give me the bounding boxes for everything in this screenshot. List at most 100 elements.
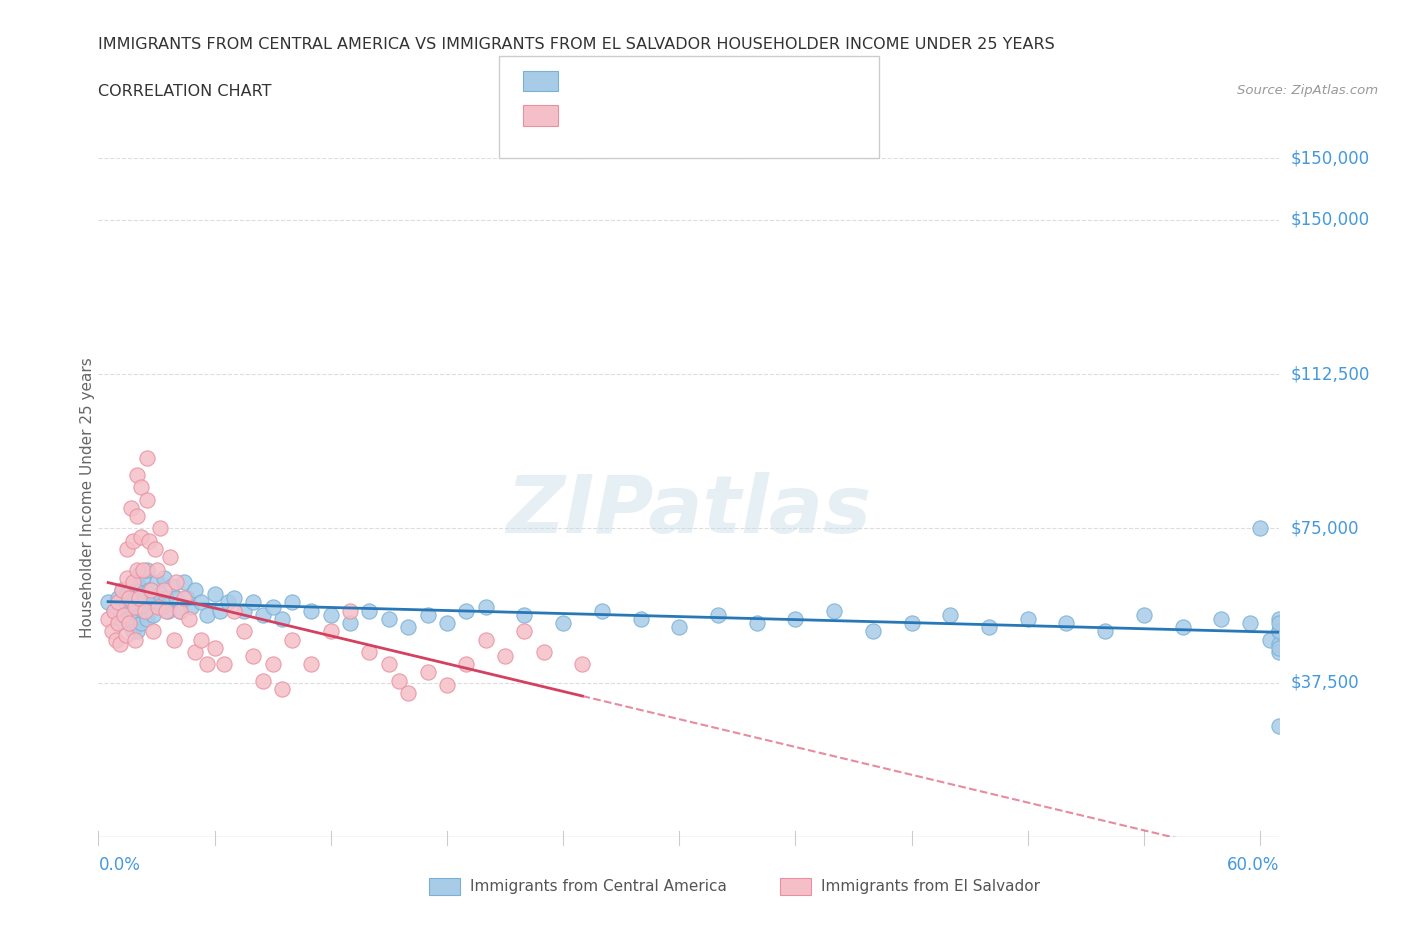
Point	[456, 657, 478, 671]
Point	[135, 492, 157, 507]
Text: ZIPatlas: ZIPatlas	[506, 472, 872, 551]
Point	[134, 604, 156, 618]
Point	[145, 575, 167, 590]
Point	[132, 570, 155, 585]
Point	[114, 628, 136, 643]
Point	[97, 612, 120, 627]
Point	[1133, 607, 1156, 622]
Point	[1017, 612, 1039, 627]
Point	[1268, 640, 1291, 655]
Point	[118, 616, 141, 631]
Point	[217, 595, 239, 610]
Point	[128, 566, 150, 581]
Point	[138, 583, 160, 598]
Point	[129, 480, 152, 495]
Point	[169, 604, 191, 618]
Point	[180, 599, 202, 614]
Point	[118, 595, 141, 610]
Point	[630, 612, 652, 627]
Point	[319, 607, 342, 622]
Point	[232, 624, 254, 639]
Point	[163, 632, 186, 647]
Point	[1056, 616, 1078, 631]
Point	[533, 644, 555, 659]
Point	[416, 665, 439, 680]
Point	[107, 595, 129, 610]
Point	[135, 612, 157, 627]
Point	[149, 521, 172, 536]
Point	[139, 583, 162, 598]
Point	[474, 599, 496, 614]
Point	[204, 640, 226, 655]
Point	[1268, 624, 1291, 639]
Point	[153, 583, 176, 598]
Point	[436, 616, 458, 631]
Point	[118, 591, 141, 605]
Point	[111, 583, 134, 598]
Point	[108, 636, 131, 651]
Point	[127, 624, 149, 639]
Point	[107, 616, 129, 631]
Point	[179, 612, 201, 627]
Point	[456, 604, 478, 618]
Point	[252, 673, 274, 688]
Point	[1268, 612, 1291, 627]
Point	[396, 685, 419, 700]
Point	[823, 604, 845, 618]
Point	[127, 599, 149, 614]
Point	[155, 591, 177, 605]
Text: IMMIGRANTS FROM CENTRAL AMERICA VS IMMIGRANTS FROM EL SALVADOR HOUSEHOLDER INCOM: IMMIGRANTS FROM CENTRAL AMERICA VS IMMIG…	[98, 37, 1054, 52]
Point	[112, 607, 135, 622]
Point	[157, 604, 180, 618]
Point	[1094, 624, 1116, 639]
Point	[153, 570, 176, 585]
Point	[378, 657, 401, 671]
Point	[129, 616, 152, 631]
Text: $37,500: $37,500	[1291, 673, 1360, 692]
Point	[173, 591, 195, 605]
Point	[378, 612, 401, 627]
Point	[299, 657, 322, 671]
Point	[387, 673, 409, 688]
Point	[165, 591, 187, 605]
Y-axis label: Householder Income Under 25 years: Householder Income Under 25 years	[80, 357, 94, 638]
Point	[107, 616, 129, 631]
Point	[359, 604, 381, 618]
Point	[155, 604, 177, 618]
Point	[222, 591, 245, 605]
Point	[149, 587, 172, 602]
Point	[262, 657, 284, 671]
Point	[1268, 624, 1291, 639]
Point	[114, 599, 136, 614]
Point	[129, 529, 152, 544]
Point	[939, 607, 962, 622]
Point	[745, 616, 768, 631]
Text: Source: ZipAtlas.com: Source: ZipAtlas.com	[1237, 84, 1378, 97]
Point	[117, 541, 139, 556]
Point	[252, 607, 274, 622]
Point	[122, 604, 145, 618]
Point	[209, 604, 232, 618]
Point	[160, 578, 183, 593]
Point	[127, 468, 149, 483]
Point	[159, 550, 181, 565]
Text: $150,000: $150,000	[1291, 149, 1369, 167]
Point	[112, 607, 135, 622]
Point	[124, 591, 146, 605]
Point	[103, 604, 125, 618]
Point	[396, 619, 419, 634]
Point	[142, 624, 165, 639]
Point	[513, 624, 536, 639]
Point	[195, 607, 218, 622]
Point	[271, 682, 294, 697]
Point	[707, 607, 730, 622]
Point	[436, 677, 458, 692]
Text: $75,000: $75,000	[1291, 520, 1360, 538]
Point	[1171, 619, 1194, 634]
Point	[281, 595, 304, 610]
Point	[173, 575, 195, 590]
Point	[122, 575, 145, 590]
Point	[184, 583, 207, 598]
Point	[150, 599, 173, 614]
Point	[128, 607, 150, 622]
